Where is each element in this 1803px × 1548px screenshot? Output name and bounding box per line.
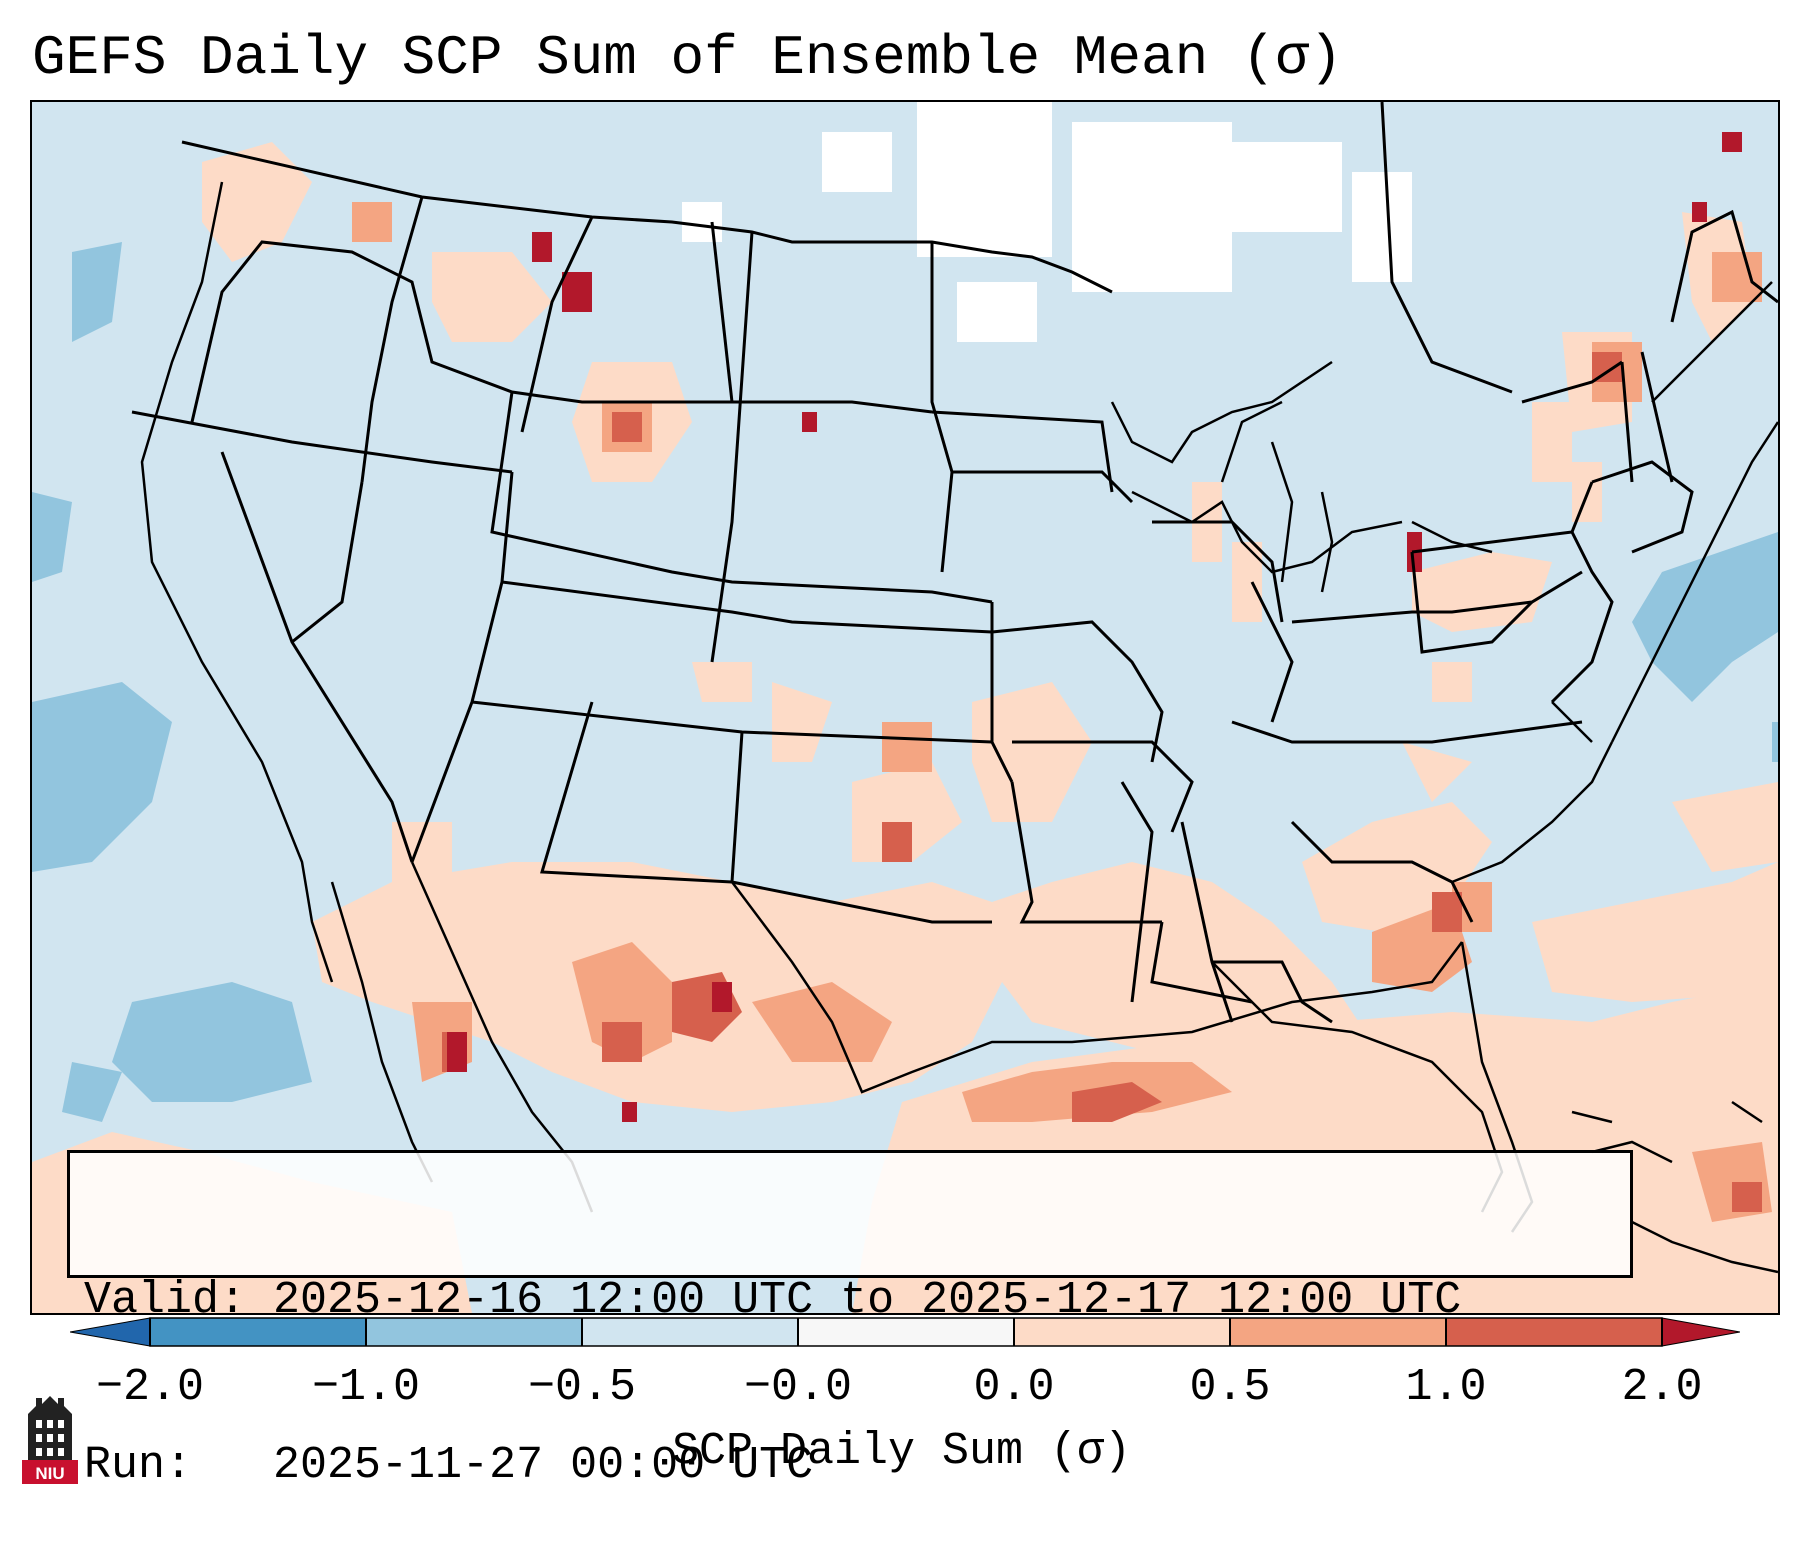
colorbar-bin (1014, 1318, 1230, 1346)
colorbar-bin (1230, 1318, 1446, 1346)
zero-value-region (682, 102, 1412, 342)
validity-info-box: Valid: 2025-12-16 12:00 UTC to 2025-12-1… (67, 1150, 1633, 1491)
map-panel (30, 100, 1780, 1315)
niu-tower-logo-icon: NIU (22, 1392, 78, 1484)
positive-anomaly-max (447, 132, 1742, 1122)
colorbar-tick-label: −0.0 (743, 1362, 853, 1413)
run-time-line: Run: 2025-11-27 00:00 UTC (84, 1440, 814, 1491)
colorbar-ticks (149, 1318, 1663, 1346)
state-boundaries (131, 102, 1778, 1024)
chart-title: GEFS Daily SCP Sum of Ensemble Mean (σ) (32, 26, 1343, 90)
colorbar-bin (150, 1318, 366, 1346)
logo-text: NIU (35, 1464, 64, 1483)
colorbar-extend-max (1661, 1317, 1741, 1347)
colorbar (69, 1315, 1741, 1350)
colorbar-tick-label: 2.0 (1621, 1362, 1703, 1413)
positive-anomaly-high (442, 352, 1762, 1212)
colorbar-bin (1446, 1318, 1662, 1346)
colorbar-svg (69, 1317, 1741, 1347)
colorbar-bin (798, 1318, 1014, 1346)
colorbar-label: SCP Daily Sum (σ) (671, 1426, 1132, 1477)
colorbar-bin (366, 1318, 582, 1346)
map-canvas (32, 102, 1778, 1313)
colorbar-tick-label: −1.0 (311, 1362, 421, 1413)
valid-time-line: Valid: 2025-12-16 12:00 UTC to 2025-12-1… (84, 1275, 1462, 1326)
colorbar-tick-label: −2.0 (95, 1362, 205, 1413)
colorbar-extend-min (69, 1317, 151, 1347)
colorbar-tick-label: 1.0 (1405, 1362, 1487, 1413)
colorbar-tick-label: 0.0 (973, 1362, 1055, 1413)
colorbar-bin (582, 1318, 798, 1346)
negative-anomaly-region (32, 242, 1778, 1122)
colorbar-tick-label: 0.5 (1189, 1362, 1271, 1413)
colorbar-tick-label: −0.5 (527, 1362, 637, 1413)
